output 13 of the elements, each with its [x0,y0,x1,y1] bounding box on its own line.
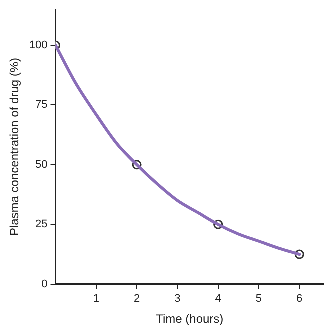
y-tick-label: 75 [36,99,48,112]
x-tick-label: 2 [134,293,140,306]
x-tick-label: 5 [256,293,262,306]
x-tick-label: 6 [296,293,303,306]
x-tick-label: 1 [93,293,100,306]
x-tick-label: 3 [174,293,181,306]
x-tick-label: 4 [215,293,222,306]
y-axis-title: Plasma concentration of drug (%) [8,58,22,236]
y-tick-label: 25 [36,218,48,231]
y-tick-label: 50 [36,158,48,171]
x-axis-title: Time (hours) [156,312,224,326]
y-tick-label: 0 [42,278,48,290]
y-tick-label: 100 [29,39,48,52]
